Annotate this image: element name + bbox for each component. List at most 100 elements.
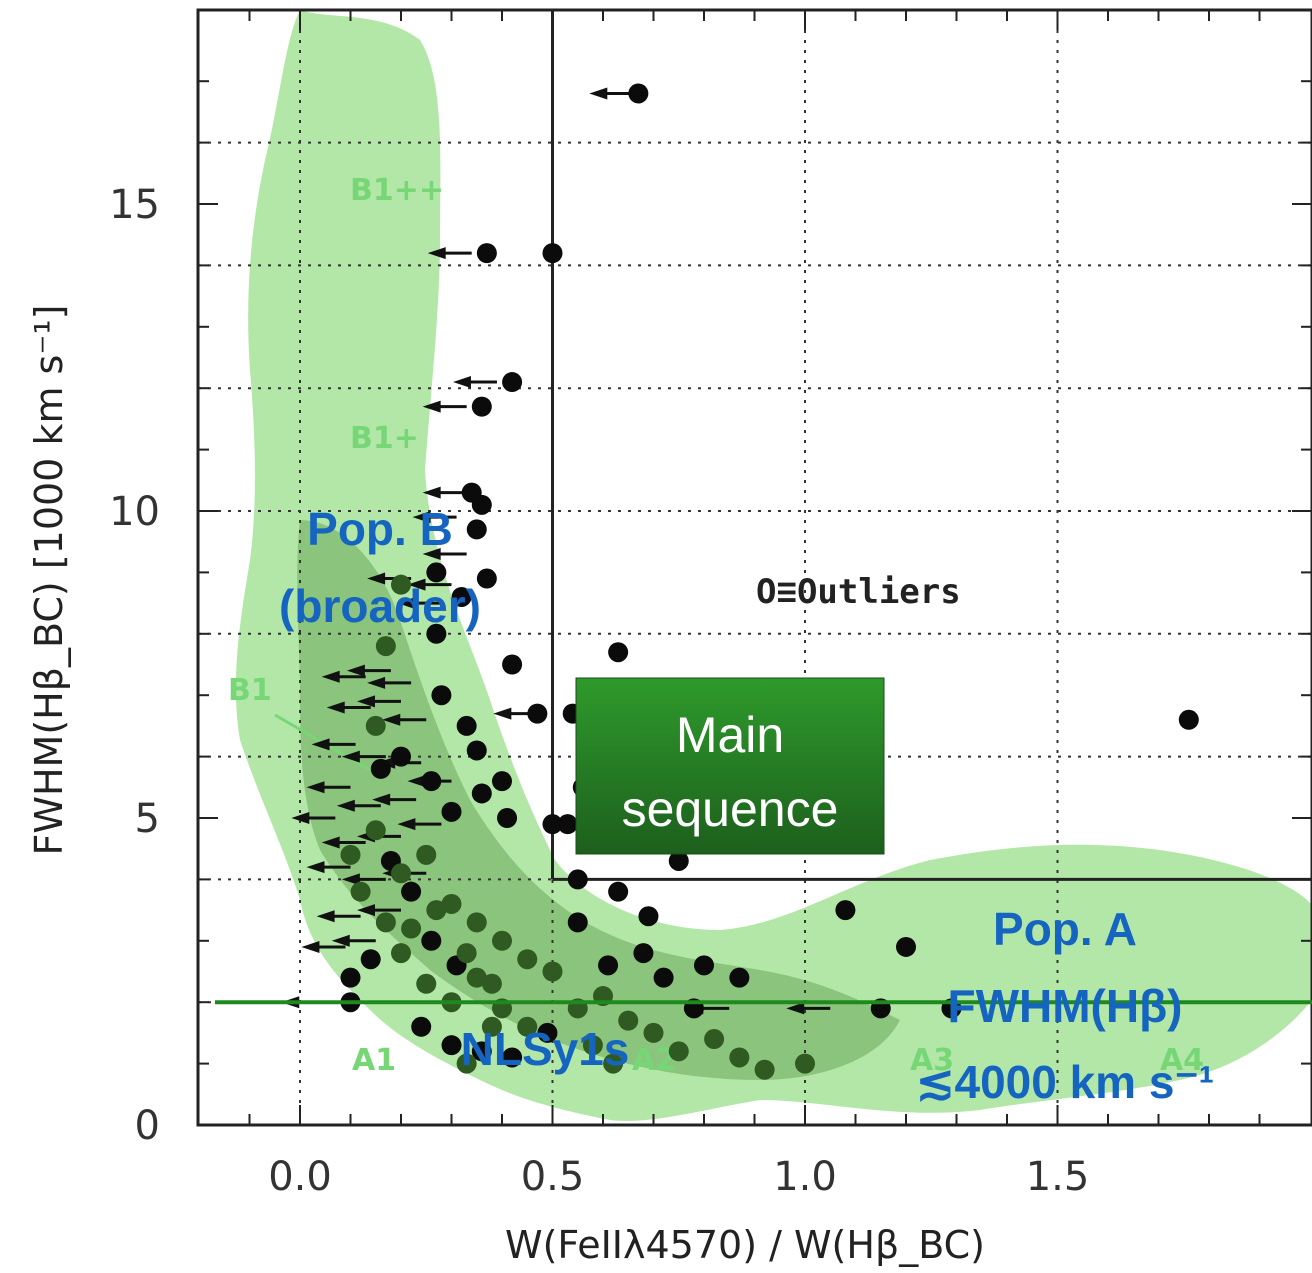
pop-b-label-line2: (broader) [279, 580, 481, 632]
upper-limit-arrow-head [397, 818, 416, 831]
upper-limit-arrow [341, 750, 386, 763]
data-point [461, 482, 482, 503]
zone-labels: B1++ B1+ B1 A1 A2 A3 A4 [228, 173, 1204, 1078]
upper-limit-arrow [452, 376, 497, 389]
pop-a-label-line1: Pop. A [993, 903, 1137, 955]
data-point [391, 746, 411, 767]
outliers-label: O≡Outliers [756, 572, 961, 612]
data-point [492, 771, 512, 792]
data-point [582, 1035, 603, 1056]
data-point [517, 949, 538, 970]
data-point [441, 801, 462, 822]
upper-limit-arrow-head [452, 376, 471, 389]
data-point [542, 243, 563, 264]
upper-limit-arrow-head [357, 695, 375, 708]
data-point [391, 863, 411, 884]
data-point [476, 243, 497, 264]
data-point [471, 396, 492, 417]
upper-limit-arrow [316, 910, 361, 923]
upper-limit-arrow [407, 578, 452, 591]
y-tick-label: 5 [135, 796, 160, 842]
upper-limit-arrow [427, 247, 472, 260]
zone-label-a2: A2 [632, 1043, 676, 1078]
y-axis-title: FWHM(Hβ_BC) [1000 km s⁻¹] [27, 305, 71, 856]
data-point [638, 906, 659, 927]
upper-limit-arrow-head [341, 873, 360, 886]
data-point [421, 930, 442, 951]
upper-limit-arrow [326, 701, 371, 714]
data-point [426, 900, 447, 921]
data-point [603, 1053, 624, 1074]
data-point [416, 973, 437, 994]
upper-limit-arrow-head [336, 799, 355, 812]
data-points [340, 83, 1199, 1080]
data-point [340, 844, 361, 865]
upper-limit-arrow [321, 836, 366, 849]
data-point [502, 654, 523, 675]
main-sequence-box: Main sequence [575, 677, 885, 855]
upper-limit-arrow-head [589, 87, 608, 100]
upper-limit-arrow-head [367, 676, 386, 689]
upper-limit-arrow-head [321, 836, 340, 849]
upper-limit-arrow-head [331, 934, 350, 947]
upper-limit-arrow [589, 87, 634, 100]
main-sequence-boundaries [551, 10, 1312, 881]
upper-limit-arrow-head [341, 750, 360, 763]
y-tick-label: 0 [135, 1103, 160, 1149]
data-point [451, 586, 472, 607]
upper-limit-arrow-head [316, 910, 335, 923]
data-point [502, 1047, 523, 1068]
data-point [416, 844, 437, 865]
data-point [456, 715, 477, 736]
upper-limit-arrow-head [291, 812, 310, 824]
data-point [527, 703, 548, 724]
upper-limit-arrow-head [367, 572, 386, 585]
data-point [694, 955, 714, 976]
data-point [567, 869, 588, 890]
upper-limit-arrow-head [412, 511, 431, 524]
zone-label-a3: A3 [910, 1043, 954, 1078]
data-point [542, 814, 563, 835]
x-tick-label: 1.5 [1026, 1154, 1090, 1200]
data-point [668, 1041, 689, 1062]
data-point [643, 1022, 664, 1043]
upper-limit-arrow [372, 793, 417, 806]
data-point [896, 936, 916, 957]
data-point [537, 1022, 558, 1043]
data-point [633, 943, 654, 964]
data-point [340, 967, 361, 988]
data-point [360, 949, 381, 970]
x-tick-label: 1.0 [773, 1154, 837, 1200]
nlsy1-label: NLSy1s [461, 1023, 630, 1075]
data-point [502, 372, 523, 393]
upper-limit-arrow-head [306, 861, 325, 874]
upper-limit-arrow [422, 400, 467, 413]
x-tick-label: 0.0 [268, 1154, 332, 1200]
upper-limit-arrow-head [427, 247, 446, 260]
zone-label-b1: B1 [228, 673, 272, 708]
data-point [481, 1016, 502, 1037]
upper-limit-arrow-head [321, 670, 340, 683]
upper-limit-arrow [336, 799, 381, 812]
upper-limit-arrow [301, 940, 346, 953]
upper-limit-arrow-head [407, 578, 426, 591]
data-point [492, 930, 512, 951]
data-point [471, 1041, 492, 1062]
upper-limit-arrow [357, 695, 401, 708]
upper-limit-arrow-head [422, 486, 441, 499]
upper-limit-arrow-head [311, 738, 330, 751]
pop-a-label-line2: FWHM(Hβ) [948, 980, 1183, 1032]
data-point [401, 881, 422, 902]
data-point [704, 1029, 725, 1050]
main-sequence-label-line2: sequence [622, 781, 839, 837]
data-point [441, 1035, 462, 1056]
data-point [476, 568, 497, 589]
data-point [628, 83, 649, 104]
zone-label-b1pp: B1++ [350, 173, 444, 208]
data-point [375, 912, 396, 933]
tick-marks [198, 10, 1312, 1125]
data-point [466, 519, 487, 540]
data-point [1178, 709, 1199, 730]
pop-a-annotation: Pop. A FWHM(Hβ) ≲4000 km s⁻¹ [916, 903, 1214, 1108]
data-point [754, 1059, 775, 1080]
